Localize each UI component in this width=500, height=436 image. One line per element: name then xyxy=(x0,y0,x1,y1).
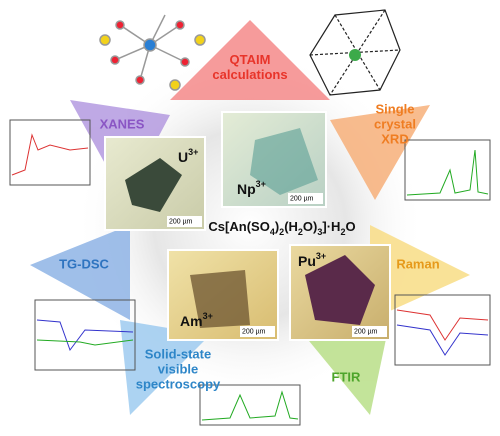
scale-bar-box xyxy=(240,326,275,337)
ion-symbol: Am xyxy=(180,313,203,329)
formula-subscript: 4 xyxy=(270,227,275,237)
ion-charge: 3+ xyxy=(316,251,326,261)
polyhedron-icon xyxy=(309,9,401,96)
scale-bar-box xyxy=(167,216,202,227)
formula-subscript: 3 xyxy=(317,227,322,237)
ion-label: U3+ xyxy=(178,147,198,164)
ion-symbol: Pu xyxy=(298,253,316,269)
method-label: spectroscopy xyxy=(136,376,221,391)
formula-part: ) xyxy=(275,219,279,234)
ion-charge: 3+ xyxy=(256,179,266,189)
method-label: Solid-state xyxy=(145,346,211,361)
formula-subscript: 2 xyxy=(279,227,284,237)
formula-subscript: 2 xyxy=(340,227,345,237)
ion-charge: 3+ xyxy=(188,147,198,157)
formula: Cs[An(SO4)2(H2O)3]·H2O xyxy=(208,219,355,237)
method-label: Single xyxy=(375,101,414,116)
ion-label: Np3+ xyxy=(237,179,266,196)
formula-part: (H xyxy=(284,219,298,234)
ion-label: Am3+ xyxy=(180,311,213,328)
ion-label: Pu3+ xyxy=(298,251,326,268)
method-label: FTIR xyxy=(332,369,361,384)
ion-charge: 3+ xyxy=(203,311,213,321)
formula-part: O) xyxy=(303,219,317,234)
scale-bar-box xyxy=(288,193,323,204)
method-label: Raman xyxy=(396,256,439,271)
ion-symbol: U xyxy=(178,149,188,165)
method-label: crystal xyxy=(374,116,416,131)
scale-bar-label: 200 µm xyxy=(242,328,266,335)
formula-part: O xyxy=(345,219,355,234)
scale-bar-label: 200 µm xyxy=(169,218,193,225)
scale-bar-box xyxy=(352,326,387,337)
method-label: calculations xyxy=(212,67,287,82)
scale-bar-label: 200 µm xyxy=(290,195,314,202)
formula-part: ]·H xyxy=(322,219,340,234)
method-label: XANES xyxy=(100,116,145,131)
formula-subscript: 2 xyxy=(298,227,303,237)
molecule-icon xyxy=(99,14,206,91)
method-label: TG-DSC xyxy=(59,256,109,271)
method-label: QTAIM xyxy=(230,52,271,67)
formula-part: Cs[An(SO xyxy=(208,219,269,234)
method-label: visible xyxy=(158,361,198,376)
method-label: XRD xyxy=(381,131,408,146)
crystal-photos xyxy=(104,111,391,341)
mini-plots xyxy=(9,119,491,426)
scale-bar-label: 200 µm xyxy=(354,328,378,335)
ion-symbol: Np xyxy=(237,181,256,197)
